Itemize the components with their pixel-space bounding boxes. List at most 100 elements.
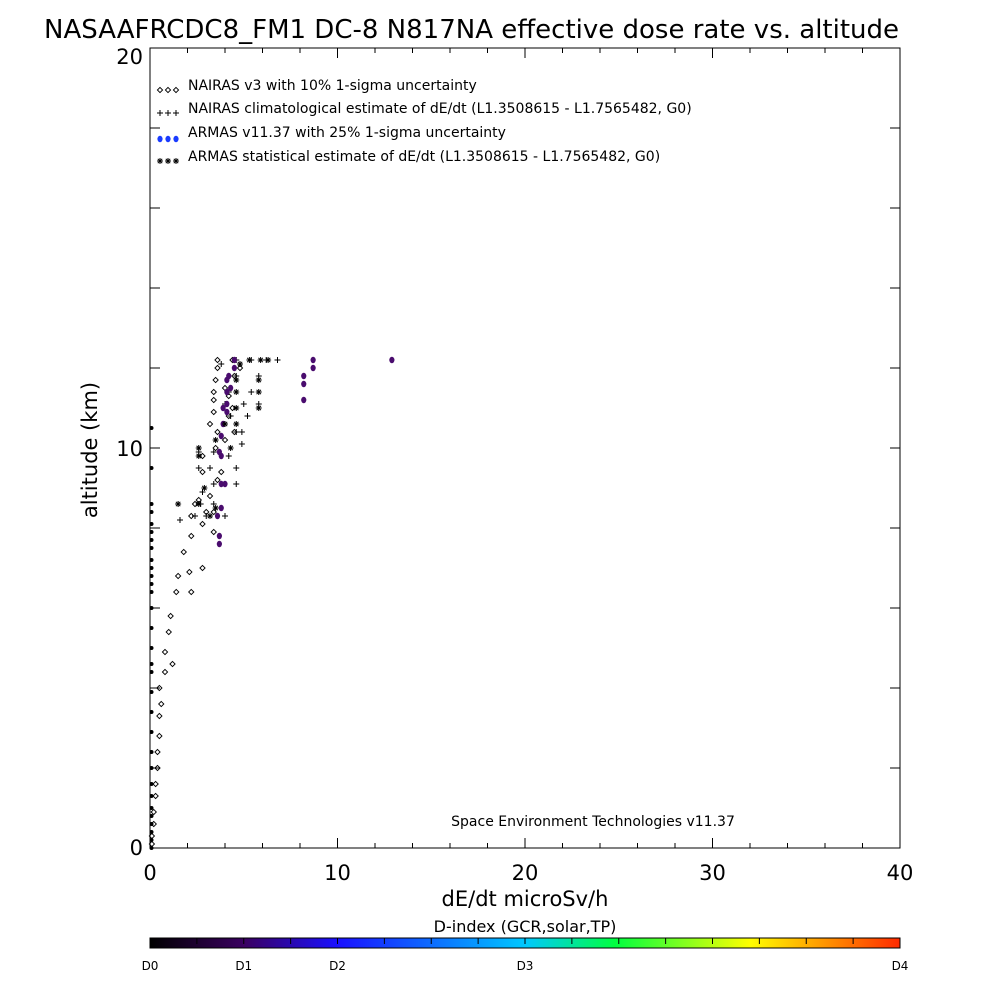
- x-axis-label: dE/dt microSv/h: [442, 887, 609, 911]
- axis-point: [149, 538, 154, 542]
- data-point-plus: [248, 389, 255, 395]
- axis-point: [149, 582, 154, 586]
- data-point-asterisk: [195, 453, 202, 459]
- data-point-dot: [220, 404, 226, 412]
- data-point-dot: [301, 372, 307, 380]
- legend-symbol-plus: [157, 110, 179, 116]
- data-point-diamond: [148, 840, 156, 848]
- data-point-diamond: [156, 712, 163, 720]
- data-point-diamond: [212, 444, 219, 452]
- data-point-asterisk: [227, 445, 234, 451]
- data-point-diamond: [154, 764, 161, 772]
- axis-point: [149, 502, 154, 506]
- data-point-diamond: [210, 528, 217, 536]
- data-point-asterisk: [222, 421, 228, 427]
- data-point-diamond: [186, 568, 193, 576]
- data-point-dot: [389, 356, 395, 364]
- data-point-plus: [227, 413, 234, 419]
- data-point-dot: [310, 364, 316, 372]
- colorbar-label: D0: [142, 959, 159, 973]
- y-tick-label: 0: [130, 836, 143, 860]
- data-point-diamond: [210, 396, 217, 404]
- data-point-plus: [244, 413, 251, 419]
- data-points: [148, 356, 395, 850]
- legend-label: NAIRAS v3 with 10% 1-sigma uncertainty: [188, 78, 477, 94]
- data-point-diamond: [214, 364, 221, 372]
- colorbar-label: D2: [329, 959, 346, 973]
- colorbar-labels: D0 D1 D2 D3 D4: [142, 959, 909, 973]
- axis-point: [149, 846, 154, 850]
- legend-marker: [157, 110, 163, 116]
- data-point-plus: [218, 361, 225, 367]
- data-point-plus: [195, 465, 202, 471]
- legend-symbol-diamond: [156, 86, 180, 94]
- axis-ticks: [149, 47, 901, 849]
- data-point-diamond: [154, 748, 161, 756]
- data-point-asterisk: [233, 405, 240, 411]
- axis-point: [149, 606, 154, 610]
- data-point-asterisk: [257, 357, 264, 363]
- data-point-plus: [210, 449, 217, 455]
- x-tick-label: 40: [887, 861, 914, 885]
- data-point-diamond: [150, 808, 157, 816]
- data-point-plus: [222, 513, 228, 519]
- data-point-plus: [192, 513, 198, 519]
- colorbar-label: D3: [517, 959, 534, 973]
- data-point-diamond: [199, 564, 206, 572]
- axis-point: [149, 830, 154, 834]
- colorbar-ticks: [149, 938, 901, 944]
- y-axis-label: altitude (km): [78, 382, 102, 518]
- data-point-asterisk: [265, 357, 272, 363]
- legend-marker: [156, 86, 164, 94]
- credit-annotation: Space Environment Technologies v11.37: [451, 814, 735, 830]
- axis-point: [149, 766, 154, 770]
- axis-point: [149, 510, 154, 514]
- axis-point: [149, 662, 154, 666]
- legend: NAIRAS v3 with 10% 1-sigma uncertainty N…: [156, 78, 692, 165]
- data-point-plus: [274, 357, 281, 363]
- axis-point: [149, 782, 154, 786]
- data-point-plus: [238, 429, 245, 435]
- data-point-dot: [222, 480, 228, 488]
- axis-point: [149, 710, 154, 714]
- axis-point: [149, 590, 154, 594]
- data-point-asterisk: [207, 513, 213, 519]
- data-point-diamond: [236, 364, 244, 372]
- legend-marker: [173, 135, 179, 143]
- axis-point: [149, 546, 154, 550]
- data-point-dot: [216, 448, 222, 456]
- data-point-asterisk: [201, 485, 208, 491]
- data-point-diamond: [210, 388, 217, 396]
- colorbar-title: D-index (GCR,solar,TP): [434, 917, 617, 936]
- data-point-diamond: [206, 420, 214, 428]
- data-point-dot: [310, 356, 316, 364]
- axis-point: [149, 794, 154, 798]
- chart-title: NASAAFRCDC8_FM1 DC-8 N817NA effective do…: [44, 15, 899, 45]
- data-point-diamond: [156, 684, 163, 692]
- data-point-diamond: [158, 700, 165, 708]
- data-point-plus: [233, 465, 240, 471]
- data-point-diamond: [173, 588, 180, 596]
- data-point-diamond: [212, 376, 219, 384]
- colorbar-label: D4: [892, 959, 909, 973]
- data-point-diamond: [167, 612, 174, 620]
- data-point-dot: [218, 480, 224, 488]
- legend-label: NAIRAS climatological estimate of dE/dt …: [188, 101, 692, 117]
- y-tick-label: 20: [116, 45, 143, 69]
- data-point-plus: [233, 481, 240, 487]
- data-point-dot: [214, 512, 221, 520]
- data-point-diamond: [180, 548, 187, 556]
- data-point-diamond: [148, 832, 156, 840]
- axis-point: [149, 646, 154, 650]
- data-point-dot: [231, 364, 237, 372]
- data-point-diamond: [214, 428, 221, 436]
- data-point-diamond: [206, 492, 214, 500]
- data-point-plus: [225, 453, 232, 459]
- axis-point: [149, 690, 154, 694]
- data-point-diamond: [161, 648, 169, 656]
- data-point-asterisk: [246, 357, 253, 363]
- data-point-dot: [224, 400, 230, 408]
- axis-point: [149, 814, 154, 818]
- data-point-diamond: [218, 468, 225, 476]
